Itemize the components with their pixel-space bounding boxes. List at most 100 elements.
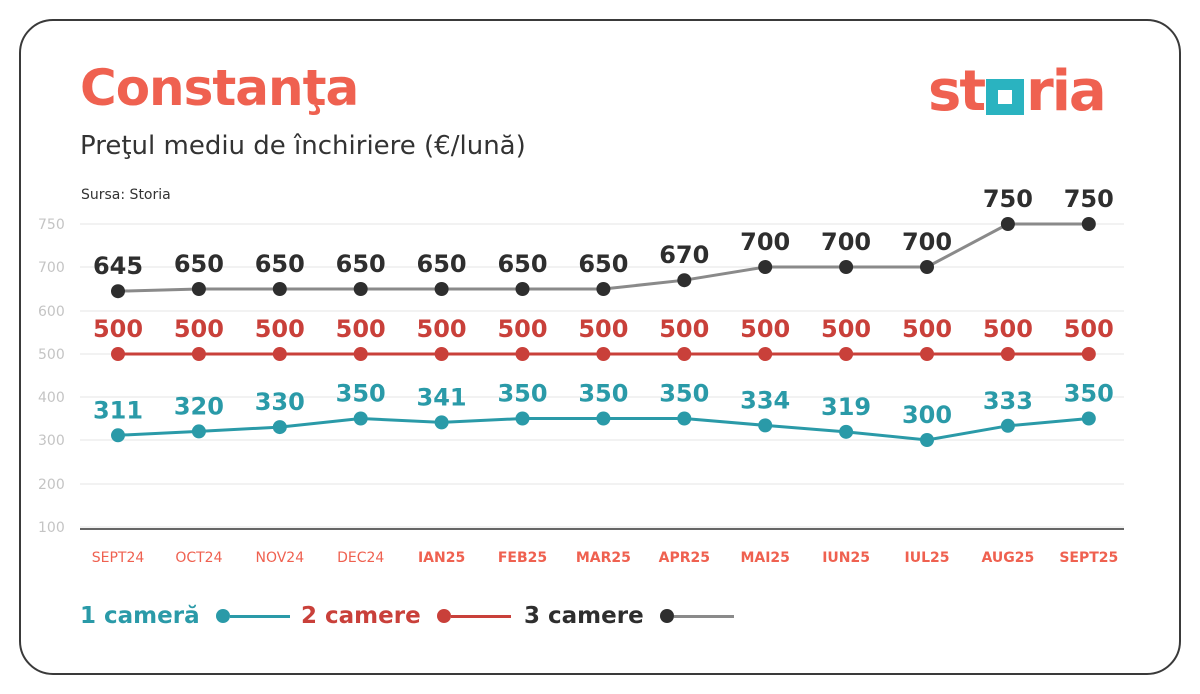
x-tick-label: SEPT25 — [1059, 550, 1118, 566]
data-point — [677, 273, 692, 288]
storia-logo: st ria — [928, 59, 1107, 124]
x-tick-label: NOV24 — [255, 550, 304, 566]
data-label: 333 — [983, 387, 1033, 415]
data-label: 350 — [497, 380, 547, 408]
data-point — [515, 411, 530, 426]
y-tick-label: 100 — [38, 520, 65, 536]
y-tick-label: 200 — [38, 477, 65, 493]
data-label: 500 — [821, 315, 871, 343]
x-tick-label: MAR25 — [576, 550, 631, 566]
legend-marker-3 — [659, 609, 674, 623]
y-tick-label: 750 — [38, 217, 65, 233]
y-tick-label: 700 — [38, 260, 65, 276]
x-tick-label: IUL25 — [905, 550, 950, 566]
data-label: 350 — [659, 380, 709, 408]
y-tick-label: 500 — [38, 347, 65, 363]
data-point — [1081, 347, 1096, 361]
data-label: 645 — [93, 252, 143, 280]
y-tick-label: 400 — [38, 390, 65, 406]
data-label: 350 — [578, 380, 628, 408]
data-label: 670 — [659, 241, 709, 269]
x-tick-label: OCT24 — [175, 550, 222, 566]
data-point — [1081, 217, 1096, 231]
data-label: 500 — [497, 315, 547, 343]
data-label: 341 — [417, 383, 467, 411]
legend-item-1: 1 cameră — [80, 600, 290, 632]
data-label: 300 — [902, 401, 952, 429]
data-point — [1000, 217, 1015, 231]
chart-card — [19, 19, 1181, 675]
data-point — [839, 260, 854, 274]
data-point — [353, 411, 368, 426]
data-label: 500 — [336, 315, 386, 343]
x-tick-label: IAN25 — [418, 550, 465, 566]
data-label: 700 — [740, 228, 790, 256]
legend-marker-1 — [215, 609, 230, 623]
data-point — [596, 411, 611, 426]
data-point — [596, 347, 611, 361]
data-label: 700 — [902, 228, 952, 256]
legend-line-3 — [673, 614, 734, 618]
data-label: 350 — [336, 380, 386, 408]
data-label: 750 — [983, 185, 1033, 213]
data-point — [839, 347, 854, 361]
data-point — [515, 347, 530, 361]
source-note: Sursa: Storia — [81, 187, 171, 203]
data-label: 330 — [255, 388, 305, 416]
data-point — [434, 347, 449, 361]
data-label: 750 — [1064, 185, 1114, 213]
x-tick-label: MAI25 — [740, 550, 789, 566]
x-tick-label: DEC24 — [337, 550, 384, 566]
data-point — [353, 282, 368, 296]
data-label: 650 — [255, 250, 305, 278]
data-label: 700 — [821, 228, 871, 256]
data-label: 500 — [983, 315, 1033, 343]
data-label: 500 — [1064, 315, 1114, 343]
data-point — [111, 428, 125, 443]
data-point — [758, 260, 773, 274]
chart-subtitle: Preţul mediu de închiriere (€/lună) — [80, 131, 526, 161]
data-point — [839, 424, 854, 439]
data-point — [272, 420, 287, 435]
data-label: 500 — [93, 315, 143, 343]
data-point — [272, 347, 287, 361]
page-title: Constanţa — [80, 59, 359, 117]
data-label: 500 — [659, 315, 709, 343]
data-label: 350 — [1064, 380, 1114, 408]
data-point — [272, 282, 287, 296]
legend-label-3: 3 camere — [524, 603, 644, 629]
legend-label-1: 1 cameră — [80, 603, 200, 629]
legend-label-2: 2 camere — [301, 603, 421, 629]
data-label: 500 — [902, 315, 952, 343]
data-label: 319 — [821, 393, 871, 421]
x-tick-label: AUG25 — [982, 550, 1035, 566]
data-label: 500 — [174, 315, 224, 343]
data-label: 334 — [740, 386, 790, 414]
logo-text-left: st — [928, 59, 986, 124]
x-tick-label: FEB25 — [498, 550, 547, 566]
data-point — [191, 347, 206, 361]
logo-text-right: ria — [1026, 59, 1107, 124]
x-tick-label: APR25 — [659, 550, 710, 566]
data-label: 500 — [740, 315, 790, 343]
data-point — [353, 347, 368, 361]
x-tick-label: SEPT24 — [92, 550, 145, 566]
data-point — [677, 411, 692, 426]
data-point — [111, 347, 125, 361]
data-label: 650 — [497, 250, 547, 278]
data-point — [596, 282, 611, 296]
data-point — [758, 347, 773, 361]
data-point — [434, 415, 449, 430]
data-point — [191, 282, 206, 296]
data-label: 311 — [93, 396, 143, 424]
legend-marker-2 — [436, 609, 451, 623]
data-point — [920, 347, 934, 361]
data-label: 500 — [255, 315, 305, 343]
data-point — [191, 424, 206, 439]
data-point — [1081, 411, 1096, 426]
data-point — [1000, 418, 1015, 433]
data-label: 320 — [174, 392, 224, 420]
data-point — [920, 433, 934, 447]
logo-square-icon — [986, 79, 1025, 115]
data-point — [677, 347, 692, 361]
